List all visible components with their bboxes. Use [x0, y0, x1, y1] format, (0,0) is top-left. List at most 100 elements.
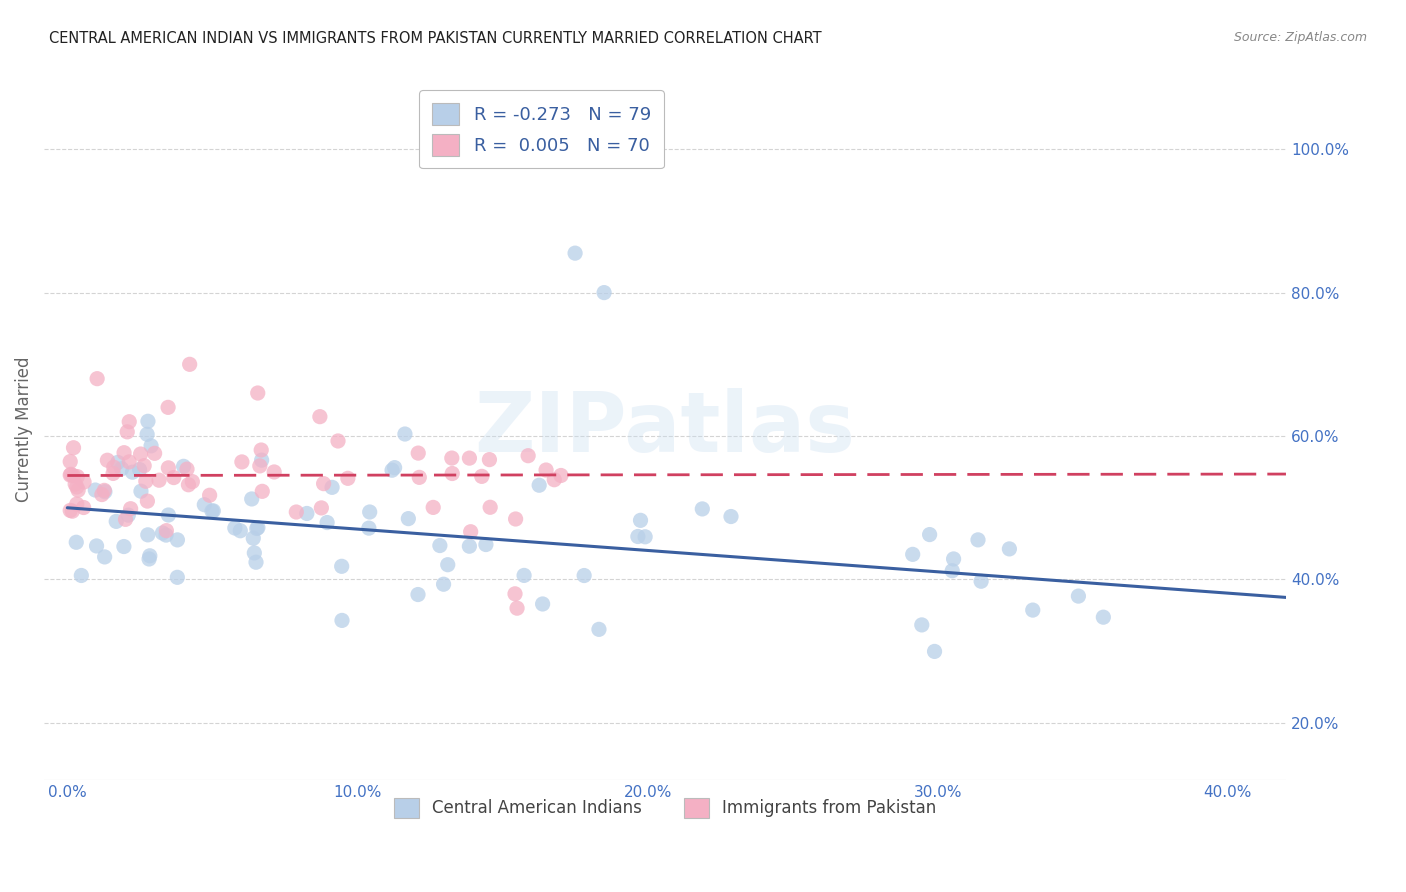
Point — [321, 480, 343, 494]
Point — [134, 458, 156, 473]
Point — [436, 558, 458, 572]
Point — [201, 504, 224, 518]
Point — [121, 465, 143, 479]
Point — [118, 455, 141, 469]
Point — [967, 533, 990, 547]
Point — [246, 521, 269, 535]
Point — [90, 487, 112, 501]
Point — [135, 475, 157, 489]
Point — [193, 498, 215, 512]
Point — [550, 468, 572, 483]
Point — [384, 460, 406, 475]
Point — [326, 434, 349, 448]
Point — [139, 439, 162, 453]
Point — [173, 459, 195, 474]
Point — [129, 447, 152, 461]
Point — [70, 568, 93, 582]
Text: ZIPatlas: ZIPatlas — [475, 388, 855, 469]
Point — [86, 372, 108, 386]
Point — [593, 285, 616, 300]
Point — [572, 568, 595, 582]
Point — [84, 483, 107, 497]
Point — [155, 524, 177, 538]
Point — [202, 504, 225, 518]
Point — [408, 470, 430, 484]
Point — [901, 547, 924, 561]
Point — [157, 508, 180, 522]
Point — [136, 528, 159, 542]
Point — [120, 501, 142, 516]
Y-axis label: Currently Married: Currently Married — [15, 356, 32, 501]
Point — [59, 503, 82, 517]
Point — [245, 555, 267, 569]
Point — [394, 427, 416, 442]
Point — [66, 497, 89, 511]
Point — [517, 449, 540, 463]
Point — [243, 546, 266, 560]
Point — [181, 475, 204, 489]
Point — [176, 462, 198, 476]
Point — [117, 508, 139, 523]
Point — [246, 386, 269, 401]
Point — [136, 494, 159, 508]
Point — [627, 529, 650, 543]
Point — [330, 614, 353, 628]
Point — [720, 509, 742, 524]
Point — [240, 491, 263, 506]
Point — [311, 500, 333, 515]
Point — [941, 564, 963, 578]
Point — [72, 500, 94, 515]
Point — [93, 483, 115, 498]
Point — [129, 484, 152, 499]
Point — [59, 468, 82, 483]
Point — [115, 425, 138, 439]
Point — [65, 535, 87, 549]
Point — [179, 357, 201, 371]
Point — [998, 541, 1021, 556]
Point — [503, 587, 526, 601]
Point — [66, 469, 89, 483]
Point — [105, 515, 128, 529]
Point — [543, 473, 565, 487]
Point — [316, 516, 339, 530]
Point — [139, 549, 162, 563]
Point — [96, 453, 118, 467]
Point — [381, 463, 404, 477]
Point — [166, 570, 188, 584]
Point — [59, 454, 82, 468]
Point — [357, 521, 380, 535]
Point — [924, 644, 946, 658]
Point — [86, 539, 108, 553]
Legend: Central American Indians, Immigrants from Pakistan: Central American Indians, Immigrants fro… — [387, 791, 943, 825]
Point — [942, 552, 965, 566]
Point — [918, 527, 941, 541]
Point — [531, 597, 554, 611]
Point — [252, 484, 274, 499]
Point — [94, 484, 117, 499]
Point — [136, 414, 159, 428]
Point — [250, 443, 273, 458]
Point — [250, 453, 273, 467]
Point — [107, 455, 129, 469]
Point — [157, 461, 180, 475]
Point — [101, 467, 124, 481]
Point — [229, 524, 252, 538]
Point — [1022, 603, 1045, 617]
Point — [73, 475, 96, 489]
Point — [152, 526, 174, 541]
Point — [422, 500, 444, 515]
Point — [111, 461, 134, 475]
Point — [136, 427, 159, 442]
Point — [177, 477, 200, 491]
Point — [330, 559, 353, 574]
Text: Source: ZipAtlas.com: Source: ZipAtlas.com — [1233, 31, 1367, 45]
Point — [295, 507, 318, 521]
Point — [970, 574, 993, 589]
Point — [224, 521, 246, 535]
Point — [506, 601, 529, 615]
Point — [285, 505, 308, 519]
Point — [478, 452, 501, 467]
Point — [359, 505, 381, 519]
Text: CENTRAL AMERICAN INDIAN VS IMMIGRANTS FROM PAKISTAN CURRENTLY MARRIED CORRELATIO: CENTRAL AMERICAN INDIAN VS IMMIGRANTS FR… — [49, 31, 823, 46]
Point — [458, 539, 481, 553]
